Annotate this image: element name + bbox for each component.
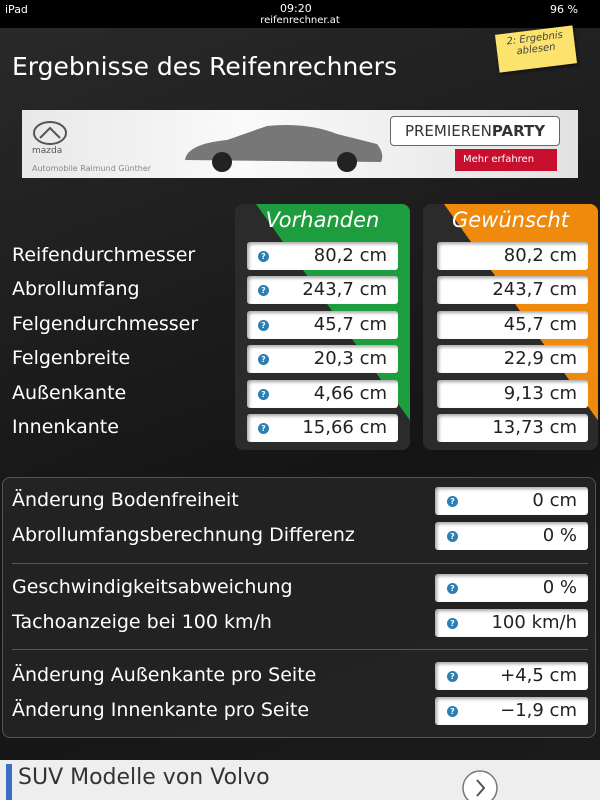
summary-panel xyxy=(2,477,596,738)
help-icon[interactable]: ? xyxy=(258,319,269,331)
value-box: −1,9 cm xyxy=(435,697,588,725)
value-box: 80,2 cm xyxy=(437,242,588,270)
summary-label: Geschwindigkeitsabweichung xyxy=(12,576,293,598)
value-box: 243,7 cm xyxy=(437,276,588,305)
help-icon[interactable]: ? xyxy=(447,531,458,542)
help-icon[interactable]: ? xyxy=(447,671,458,682)
row-label: Außenkante xyxy=(12,381,127,404)
summary-label: Tachoanzeige bei 100 km/h xyxy=(12,611,272,633)
row-label: Felgendurchmesser xyxy=(12,312,199,335)
column-header: Gewünscht xyxy=(451,208,570,232)
dealer: Automobile Raimund Günther xyxy=(32,164,152,173)
help-icon[interactable]: ? xyxy=(447,618,458,629)
ad-arrow[interactable] xyxy=(460,768,500,800)
brand-logo xyxy=(33,121,67,145)
help-icon[interactable]: ? xyxy=(447,496,458,507)
row-label: Innenkante xyxy=(12,416,119,438)
url: reifenrechner.at xyxy=(260,15,340,26)
help-icon[interactable]: ? xyxy=(447,583,458,594)
value-box: 0 cm xyxy=(435,487,588,515)
help-icon[interactable]: ? xyxy=(447,706,458,717)
battery: 96 % xyxy=(550,3,578,16)
ad-title: SUV Modelle von Volvo xyxy=(18,765,270,790)
help-icon[interactable]: ? xyxy=(258,251,269,262)
value-box: 45,7 cm xyxy=(247,310,398,339)
summary-label: Änderung Außenkante pro Seite xyxy=(12,664,317,686)
help-icon[interactable]: ? xyxy=(258,423,269,434)
headline-bold: PARTY xyxy=(491,122,546,140)
value-box: 22,9 cm xyxy=(437,345,588,374)
value-box: 20,3 cm xyxy=(247,345,398,374)
brand: mazda xyxy=(32,146,63,156)
sticky-note: 2: Ergebnis ablesen xyxy=(494,25,578,73)
value-box: 0 % xyxy=(435,522,588,550)
bottom-ad[interactable]: SUV Modelle von Volvo xyxy=(0,760,600,800)
status-bar: iPad 09:20 96 % reifenrechner.at xyxy=(0,0,600,28)
help-icon[interactable]: ? xyxy=(258,285,269,297)
row-label: Felgenbreite xyxy=(12,347,131,370)
page-title: Ergebnisse des Reifenrechners xyxy=(12,52,397,81)
ad-button[interactable]: Mehr erfahren xyxy=(455,149,557,171)
value-box: 45,7 cm xyxy=(437,310,588,339)
value-box: 13,73 cm xyxy=(437,414,588,442)
summary-label: Abrollumfangsberechnung Differenz xyxy=(12,524,355,546)
help-icon[interactable]: ? xyxy=(258,388,269,400)
value-box: 15,66 cm xyxy=(247,414,398,442)
value-box: 80,2 cm xyxy=(247,242,398,270)
ad-accent xyxy=(6,764,12,800)
value-box: 9,13 cm xyxy=(437,379,588,408)
value-box: 0 % xyxy=(435,574,588,602)
row-label: Abrollumfang xyxy=(12,278,140,301)
device: iPad xyxy=(5,3,28,16)
column-header: Vorhanden xyxy=(265,208,380,232)
help-icon[interactable]: ? xyxy=(258,354,269,366)
separator xyxy=(12,563,588,564)
headline-light: PREMIEREN xyxy=(404,122,492,140)
value-box: 4,66 cm xyxy=(247,379,398,408)
separator xyxy=(12,649,588,650)
value-box: 100 km/h xyxy=(435,609,588,637)
value-box: 243,7 cm xyxy=(247,276,398,305)
time: 09:20 xyxy=(280,2,312,15)
headline: PREMIERENPARTY xyxy=(390,116,560,146)
top-ad[interactable]: mazda Automobile Raimund Günther PREMIER… xyxy=(22,110,578,178)
summary-label: Änderung Innenkante pro Seite xyxy=(12,699,310,721)
summary-label: Änderung Bodenfreiheit xyxy=(12,489,239,511)
value-box: +4,5 cm xyxy=(435,662,588,690)
row-label: Reifendurchmesser xyxy=(12,244,196,266)
car-image xyxy=(185,125,383,172)
